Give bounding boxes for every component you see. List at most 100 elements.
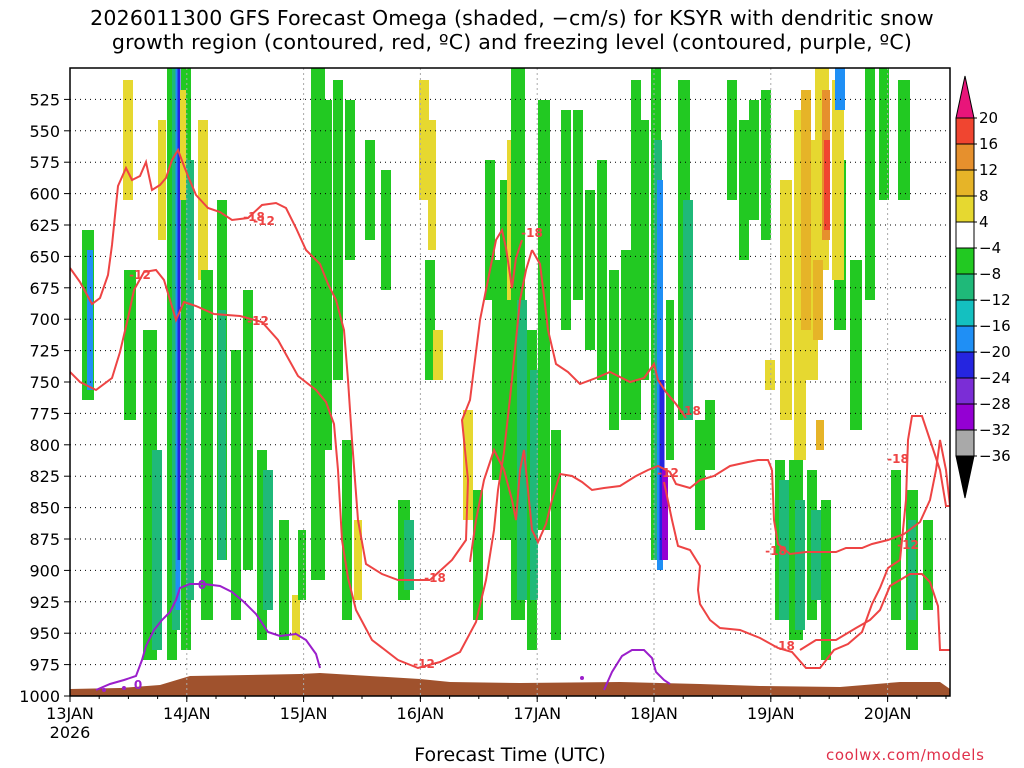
omega-cell [345,100,355,260]
x-tick-label: 14JAN [163,704,211,723]
omega-cell [780,180,792,420]
contours [70,147,950,692]
omega-cell [124,270,136,420]
colorbar-label: 12 [979,161,998,179]
freezing-level-label: 0 [134,678,142,692]
omega-cell [813,260,823,340]
colorbar-bin [955,195,975,223]
colorbar-bin [955,117,975,145]
y-tick-label: 550 [29,122,60,141]
colorbar-label: −36 [979,447,1011,465]
snow-growth-label: -12 [129,268,151,282]
omega-cell [727,80,737,200]
colorbar-label: −16 [979,317,1011,335]
omega-cell [597,160,607,380]
snow-growth-label: -18 [424,571,446,585]
snow-growth-contour [899,415,950,561]
omega-cell [573,110,583,300]
omega-cell [666,300,674,460]
snow-growth-label: -12 [253,214,275,228]
colorbar-label: 16 [979,135,998,153]
omega-cell [231,350,241,620]
snow-growth-label: -12 [657,466,679,480]
omega-cell [705,400,715,470]
omega-cell [218,310,226,560]
y-tick-label: 1000 [19,687,60,706]
omega-cell [795,500,805,630]
omega-cell [201,270,213,620]
snow-growth-label: -12 [897,538,919,552]
freezing-level-dot [122,686,126,690]
colorbar-label: −32 [979,421,1011,439]
omega-cell [609,270,619,430]
omega-cell [683,200,693,420]
omega-cell [923,520,933,610]
omega-cell [152,450,162,650]
snow-growth-contour [469,447,773,563]
y-tick-label: 650 [29,247,60,266]
omega-cell [292,595,300,640]
omega-cell [404,520,414,590]
contour-labels: -18-12-12-18-12-18-18-18-12-18 -12-18-120… [129,210,919,692]
omega-cell [428,120,436,250]
omega-cell [561,110,571,330]
y-tick-label: 750 [29,373,60,392]
snow-growth-contour [799,573,950,651]
snow-growth-label: -12 [247,314,269,328]
snow-growth-contour [429,227,523,581]
omega-cell [749,100,759,220]
x-tick-label: 20JAN [864,704,912,723]
omega-cell [891,470,901,620]
colorbar-bin [955,247,975,275]
x-tick-label: 16JAN [397,704,445,723]
x-axis-ticks: 13JAN 14JAN 15JAN 16JAN 17JAN 18JAN 19JAN 20JAN… [46,696,947,742]
freezing-level-dot [580,676,584,680]
snow-growth-label: -18 [243,210,265,224]
colorbar-label: −28 [979,395,1011,413]
omega-cell [180,90,186,200]
freezing-level-contour [95,583,321,691]
freezing-level-contour [603,649,671,691]
snow-growth-contour [70,249,533,670]
omega-cell [492,260,502,480]
x-tick-label: 19JAN [747,704,795,723]
omega-cell [898,80,910,200]
terrain-fill [70,673,950,696]
y-tick-label: 775 [29,404,60,423]
x-tick-label: 17JAN [513,704,561,723]
snow-growth-label: -18 [887,452,909,466]
x-tick-label: 13JAN [46,704,94,723]
omega-cell [538,100,550,530]
snow-growth-label: -18 [521,226,543,240]
colorbar-label: −12 [979,291,1011,309]
colorbar-bin [955,403,975,431]
snow-growth-contour [771,439,950,556]
title-line-2: growth region (contoured, red, ºC) and f… [111,30,913,54]
omega-cell [530,370,538,600]
omega-cell [354,520,362,600]
omega-cell [641,120,649,380]
omega-cell [908,520,916,620]
y-tick-label: 800 [29,436,60,455]
x-year-label: 2026 [50,723,91,742]
omega-cell [123,80,133,200]
x-tick-label: 15JAN [280,704,328,723]
y-tick-label: 825 [29,467,60,486]
colorbar-top-arrow [955,75,975,119]
omega-cell [342,440,352,620]
freezing-level-dot [102,688,106,692]
y-tick-label: 675 [29,279,60,298]
colorbar-bin [955,351,975,379]
omega-cell [381,170,391,290]
colorbar-bin [955,169,975,197]
y-tick-label: 525 [29,90,60,109]
snow-growth-contour [663,481,901,669]
omega-cell [320,100,332,450]
omega-cell [425,260,435,380]
snow-growth-label: -18 [773,639,795,653]
omega-cell [662,470,668,560]
y-tick-label: 625 [29,216,60,235]
site-credit: coolwx.com/models [826,746,985,764]
